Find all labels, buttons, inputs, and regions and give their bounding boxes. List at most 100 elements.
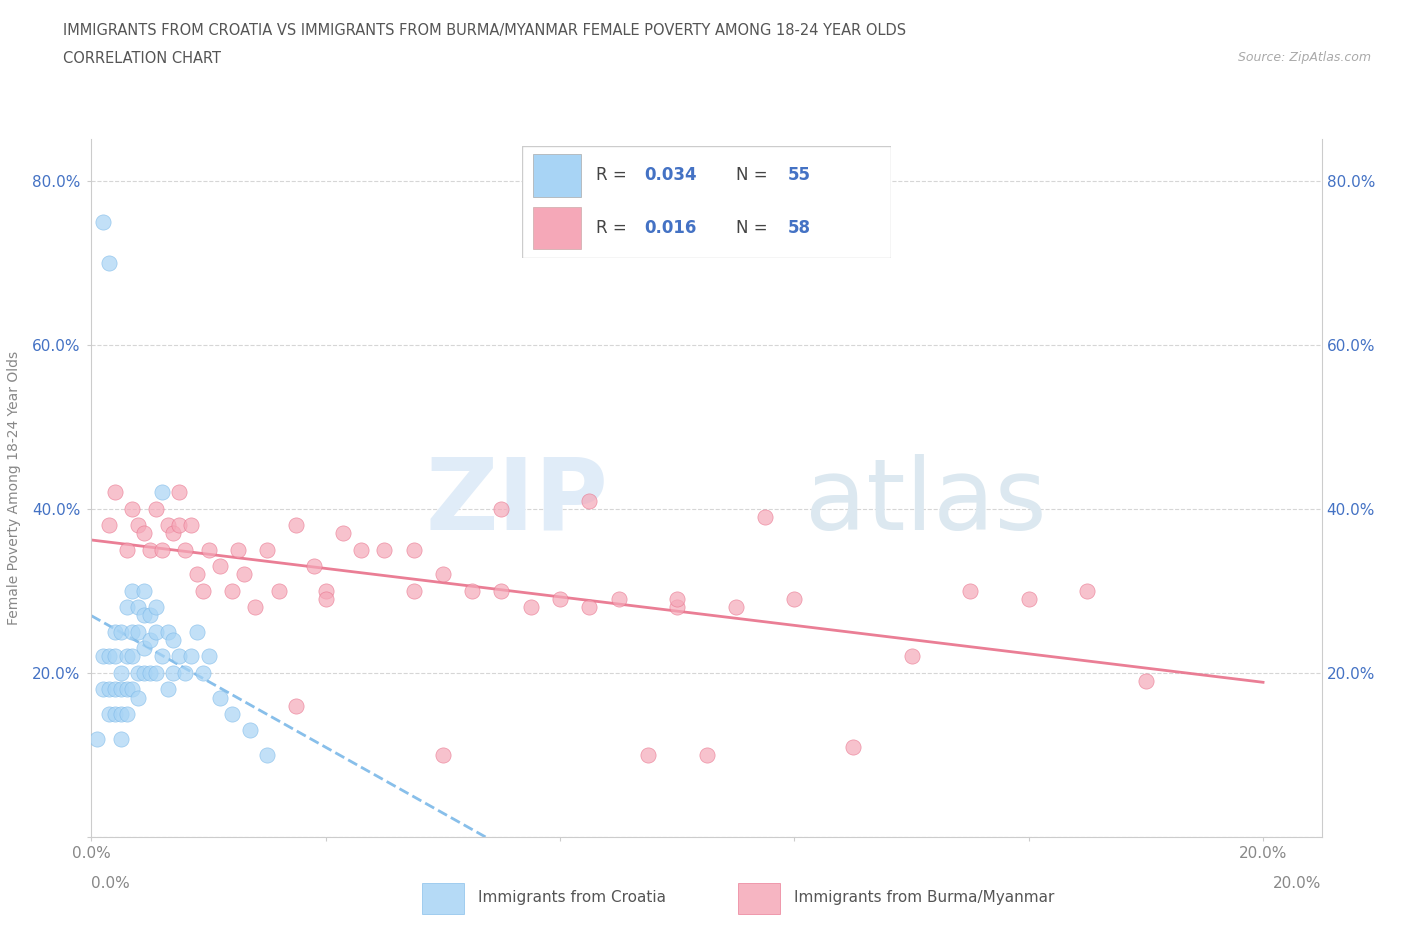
Point	[104, 485, 127, 499]
Point	[285, 698, 308, 713]
Point	[491, 501, 513, 516]
Point	[578, 600, 600, 615]
Point	[145, 624, 167, 639]
Point	[132, 583, 155, 598]
Point	[315, 583, 337, 598]
Point	[110, 624, 132, 639]
Text: Immigrants from Croatia: Immigrants from Croatia	[478, 890, 666, 905]
Point	[150, 485, 173, 499]
Point	[91, 214, 114, 229]
Point	[232, 567, 254, 582]
Point	[754, 510, 776, 525]
Point	[174, 666, 197, 681]
Point	[695, 748, 717, 763]
Text: ZIP: ZIP	[425, 454, 607, 551]
Point	[121, 682, 143, 697]
Point	[145, 501, 167, 516]
Point	[110, 666, 132, 681]
Point	[1076, 583, 1098, 598]
Point	[402, 542, 425, 557]
Point	[432, 567, 454, 582]
Point	[842, 739, 865, 754]
Point	[180, 518, 202, 533]
Point	[162, 526, 184, 541]
Point	[98, 707, 120, 722]
Point	[191, 583, 214, 598]
Point	[197, 649, 219, 664]
Text: 0.0%: 0.0%	[91, 876, 131, 891]
Point	[783, 591, 806, 606]
Point	[121, 624, 143, 639]
Point	[607, 591, 630, 606]
Point	[98, 682, 120, 697]
Point	[169, 485, 191, 499]
Point	[256, 542, 278, 557]
Point	[548, 591, 571, 606]
Text: Source: ZipAtlas.com: Source: ZipAtlas.com	[1237, 51, 1371, 64]
Point	[724, 600, 747, 615]
Point	[145, 666, 167, 681]
Point	[115, 542, 138, 557]
Point	[402, 583, 425, 598]
Point	[1018, 591, 1040, 606]
Point	[666, 591, 689, 606]
Point	[121, 649, 143, 664]
Point	[666, 600, 689, 615]
Bar	[738, 884, 780, 914]
Point	[637, 748, 659, 763]
Point	[238, 723, 260, 737]
Point	[127, 624, 149, 639]
Point	[221, 707, 243, 722]
Point	[104, 624, 127, 639]
Text: Immigrants from Burma/Myanmar: Immigrants from Burma/Myanmar	[794, 890, 1054, 905]
Point	[115, 682, 138, 697]
Point	[110, 682, 132, 697]
Bar	[422, 884, 464, 914]
Text: atlas: atlas	[804, 454, 1046, 551]
Point	[432, 748, 454, 763]
Point	[373, 542, 395, 557]
Point	[209, 559, 232, 574]
Point	[1135, 673, 1157, 688]
Point	[191, 666, 214, 681]
Point	[139, 542, 162, 557]
Point	[162, 632, 184, 647]
Point	[186, 567, 208, 582]
Point	[156, 624, 179, 639]
Point	[578, 493, 600, 508]
Text: CORRELATION CHART: CORRELATION CHART	[63, 51, 221, 66]
Point	[132, 608, 155, 623]
Point	[139, 666, 162, 681]
Point	[332, 526, 354, 541]
Point	[115, 649, 138, 664]
Point	[519, 600, 541, 615]
Point	[139, 632, 162, 647]
Point	[350, 542, 373, 557]
Point	[98, 518, 120, 533]
Point	[127, 518, 149, 533]
Point	[285, 518, 308, 533]
Point	[127, 600, 149, 615]
Point	[267, 583, 290, 598]
Text: IMMIGRANTS FROM CROATIA VS IMMIGRANTS FROM BURMA/MYANMAR FEMALE POVERTY AMONG 18: IMMIGRANTS FROM CROATIA VS IMMIGRANTS FR…	[63, 23, 907, 38]
Point	[145, 600, 167, 615]
Point	[959, 583, 981, 598]
Point	[132, 641, 155, 656]
Point	[104, 707, 127, 722]
Point	[132, 526, 155, 541]
Point	[186, 624, 208, 639]
Point	[162, 666, 184, 681]
Point	[150, 649, 173, 664]
Point	[104, 649, 127, 664]
Point	[115, 707, 138, 722]
Point	[174, 542, 197, 557]
Point	[315, 591, 337, 606]
Point	[169, 518, 191, 533]
Point	[91, 682, 114, 697]
Point	[197, 542, 219, 557]
Point	[115, 600, 138, 615]
Point	[127, 666, 149, 681]
Point	[169, 649, 191, 664]
Point	[110, 731, 132, 746]
Point	[226, 542, 249, 557]
